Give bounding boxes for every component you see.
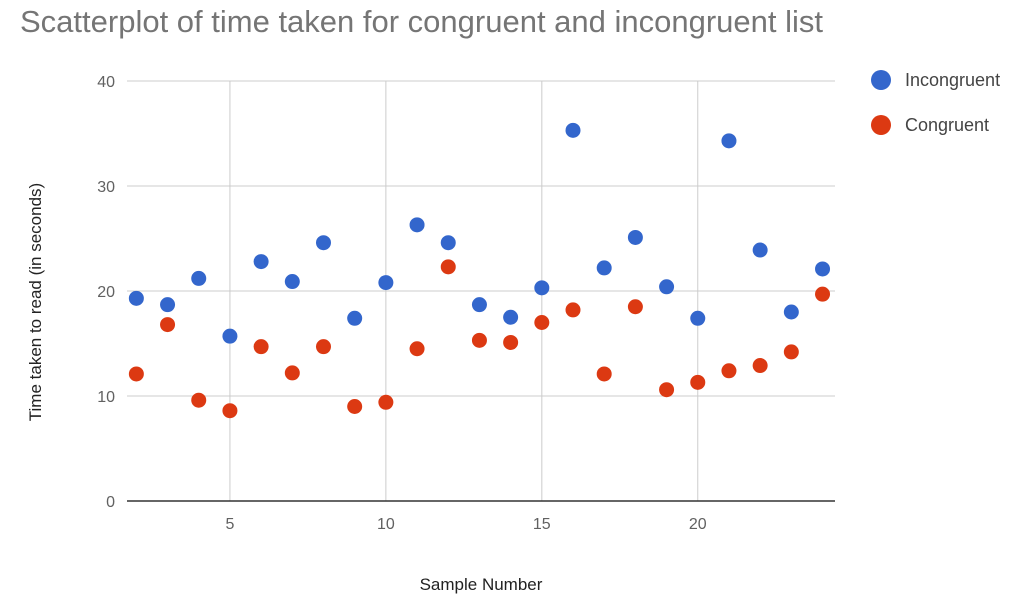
congruent-point	[721, 363, 737, 379]
legend-marker-incongruent	[871, 70, 891, 90]
congruent-point	[752, 358, 768, 374]
x-tick-label: 20	[689, 516, 707, 533]
incongruent-point	[690, 310, 706, 326]
y-tick-label: 30	[97, 179, 115, 196]
congruent-point	[315, 339, 331, 355]
x-tick-label: 15	[533, 516, 551, 533]
congruent-point	[690, 374, 706, 390]
x-tick-label: 10	[377, 516, 395, 533]
incongruent-point	[284, 274, 300, 290]
congruent-point	[596, 366, 612, 382]
congruent-point	[253, 339, 269, 355]
incongruent-point	[815, 261, 831, 277]
congruent-point	[565, 302, 581, 318]
congruent-point	[409, 341, 425, 357]
legend-label-incongruent: Incongruent	[905, 70, 1000, 90]
incongruent-point	[378, 275, 394, 291]
congruent-point	[503, 334, 519, 350]
incongruent-point	[160, 297, 176, 313]
incongruent-point	[128, 290, 144, 306]
congruent-point	[815, 286, 831, 302]
y-tick-labels: 0 10 20 30 40	[97, 74, 115, 511]
congruent-point	[191, 392, 207, 408]
incongruent-point	[253, 254, 269, 270]
y-axis-label: Time taken to read (in seconds)	[26, 183, 45, 421]
incongruent-point	[315, 235, 331, 251]
congruent-point	[440, 259, 456, 275]
chart-title: Scatterplot of time taken for congruent …	[20, 4, 824, 39]
legend-marker-congruent	[871, 115, 891, 135]
incongruent-point	[596, 260, 612, 276]
incongruent-point	[752, 242, 768, 258]
x-tick-labels: 5 10 15 20	[225, 516, 706, 533]
congruent-point	[659, 382, 675, 398]
congruent-point	[627, 299, 643, 315]
incongruent-point	[627, 229, 643, 245]
incongruent-point	[534, 280, 550, 296]
y-tick-label: 0	[106, 494, 115, 511]
incongruent-point	[783, 304, 799, 320]
legend-label-congruent: Congruent	[905, 115, 989, 135]
x-tick-label: 5	[225, 516, 234, 533]
x-axis-label: Sample Number	[420, 575, 543, 594]
congruent-point	[128, 366, 144, 382]
data-points	[128, 122, 831, 419]
incongruent-point	[222, 328, 238, 344]
incongruent-point	[409, 217, 425, 233]
congruent-point	[284, 365, 300, 381]
y-tick-label: 10	[97, 389, 115, 406]
incongruent-point	[191, 270, 207, 286]
congruent-point	[347, 399, 363, 414]
congruent-point	[222, 403, 238, 419]
incongruent-point	[347, 310, 363, 326]
congruent-point	[471, 332, 487, 348]
incongruent-point	[471, 297, 487, 313]
congruent-point	[534, 315, 550, 330]
incongruent-point	[659, 279, 675, 295]
congruent-point	[783, 344, 799, 360]
incongruent-point	[440, 235, 456, 251]
y-tick-label: 20	[97, 284, 115, 301]
y-tick-label: 40	[97, 74, 115, 91]
congruent-point	[160, 317, 176, 333]
grid-lines	[127, 80, 835, 501]
incongruent-point	[565, 122, 581, 138]
incongruent-point	[721, 133, 737, 149]
incongruent-point	[503, 309, 519, 325]
legend: Incongruent Congruent	[871, 70, 1000, 135]
congruent-point	[378, 394, 394, 410]
